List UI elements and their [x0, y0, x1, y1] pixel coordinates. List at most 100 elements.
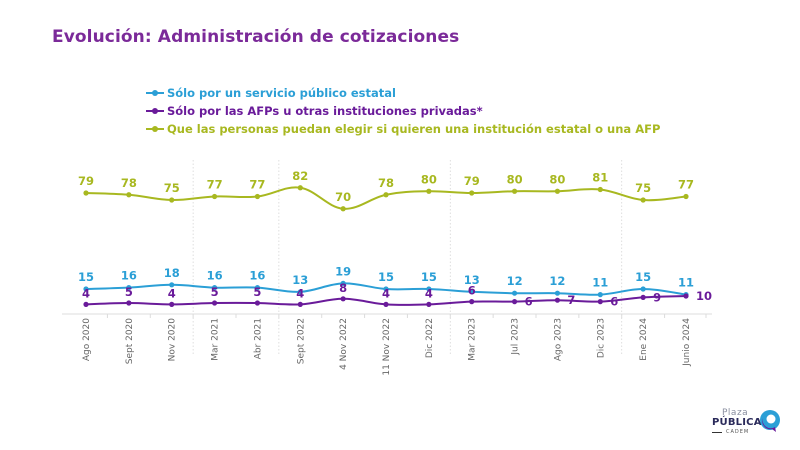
chart-title: Evolución: Administración de cotizacione…: [52, 27, 460, 47]
data-label: 75: [164, 181, 180, 195]
data-label: 80: [507, 172, 523, 186]
data-point: [211, 300, 218, 306]
data-label: 77: [207, 178, 223, 192]
plaza-publica-logo: Plaza PÚBLICA CADEM: [706, 408, 786, 438]
data-label: 4: [168, 286, 176, 300]
data-label: 4: [382, 286, 390, 300]
x-tick-label: Abr 2021: [253, 318, 263, 359]
data-point: [426, 188, 432, 194]
data-point: [597, 186, 603, 193]
x-tick-label: Ene 2024: [639, 318, 649, 361]
legend-item-publico: Sólo por un servicio público estatal: [146, 84, 660, 102]
x-tick-label: Ago 2020: [82, 318, 92, 361]
data-label: 6: [525, 295, 533, 309]
data-point: [254, 285, 261, 291]
data-point: [169, 197, 175, 203]
data-label: 77: [678, 178, 694, 192]
legend-item-elegir: Que las personas puedan elegir si quiere…: [146, 120, 660, 138]
legend-label: Sólo por las AFPs u otras instituciones …: [167, 104, 483, 118]
data-label: 78: [378, 176, 394, 190]
x-tick-label: Ago 2023: [553, 318, 563, 361]
data-label: 80: [421, 172, 437, 186]
data-label: 7: [567, 293, 575, 307]
data-point: [254, 193, 261, 200]
data-label: 4: [425, 286, 433, 300]
x-tick-label: Dic 2022: [425, 318, 435, 358]
data-point: [83, 301, 89, 307]
data-label: 15: [421, 270, 437, 284]
x-tick-label: Mar 2021: [211, 318, 221, 361]
data-label: 15: [635, 270, 651, 284]
data-point: [469, 190, 475, 196]
data-point: [169, 282, 175, 288]
data-label: 4: [82, 286, 90, 300]
data-label: 70: [335, 190, 351, 204]
data-point: [511, 299, 518, 305]
speech-bubble-icon: [760, 410, 780, 432]
data-point: [126, 300, 132, 306]
data-label: 4: [296, 286, 304, 300]
x-tick-label: Mar 2023: [468, 318, 478, 361]
data-label: 79: [78, 174, 94, 188]
data-point: [640, 286, 646, 292]
legend-marker-icon: [146, 90, 164, 96]
x-tick-label: Nov 2020: [168, 318, 178, 362]
data-label: 9: [653, 290, 661, 304]
data-label: 13: [292, 273, 308, 287]
data-label: 6: [610, 295, 618, 309]
data-label: 15: [78, 270, 94, 284]
data-label: 79: [464, 174, 480, 188]
data-point: [211, 285, 218, 291]
logo-text-publica: PÚBLICA: [712, 417, 762, 428]
data-label: 16: [249, 269, 265, 283]
data-label: 81: [592, 171, 608, 185]
data-point: [554, 290, 561, 296]
logo-text-cadem: CADEM: [726, 429, 750, 435]
legend-label: Que las personas puedan elegir si quiere…: [167, 122, 661, 136]
data-label: 19: [335, 264, 351, 278]
data-point: [254, 300, 261, 306]
data-label: 11: [678, 276, 694, 290]
data-point: [383, 286, 389, 292]
data-label: 5: [211, 285, 219, 299]
data-label: 10: [696, 289, 712, 303]
data-label: 80: [549, 172, 565, 186]
legend-label: Sólo por un servicio público estatal: [167, 86, 396, 100]
legend-marker-icon: [146, 126, 164, 132]
data-point: [426, 286, 432, 292]
x-tick-label: 4 Nov 2022: [339, 318, 349, 370]
legend-marker-icon: [146, 108, 164, 114]
data-label: 16: [207, 269, 223, 283]
x-tick-label: Sept 2022: [296, 318, 306, 364]
logo-text-plaza: Plaza: [722, 408, 749, 418]
data-label: 16: [121, 269, 137, 283]
data-label: 78: [121, 176, 137, 190]
data-label: 13: [464, 273, 480, 287]
data-label: 12: [507, 274, 523, 288]
data-label: 5: [125, 285, 133, 299]
data-point: [511, 188, 518, 194]
data-point: [297, 301, 303, 307]
data-point: [126, 192, 132, 198]
data-point: [383, 301, 389, 307]
data-label: 12: [549, 274, 565, 288]
data-point: [597, 292, 603, 298]
data-point: [211, 193, 218, 200]
data-point: [297, 185, 303, 191]
data-point: [83, 190, 89, 196]
x-tick-label: Dic 2023: [596, 318, 606, 358]
data-label: 15: [378, 270, 394, 284]
data-label: 8: [339, 281, 347, 295]
data-point: [126, 285, 132, 291]
data-point: [340, 280, 346, 286]
data-label: 11: [592, 276, 608, 290]
x-tick-label: Sept 2020: [125, 318, 135, 365]
data-label: 18: [164, 266, 180, 280]
data-point: [169, 301, 175, 307]
data-label: 5: [253, 285, 261, 299]
data-point: [297, 289, 303, 295]
data-label: 6: [468, 284, 476, 298]
data-point: [426, 301, 432, 307]
x-tick-label: Junio 2024: [682, 318, 692, 367]
